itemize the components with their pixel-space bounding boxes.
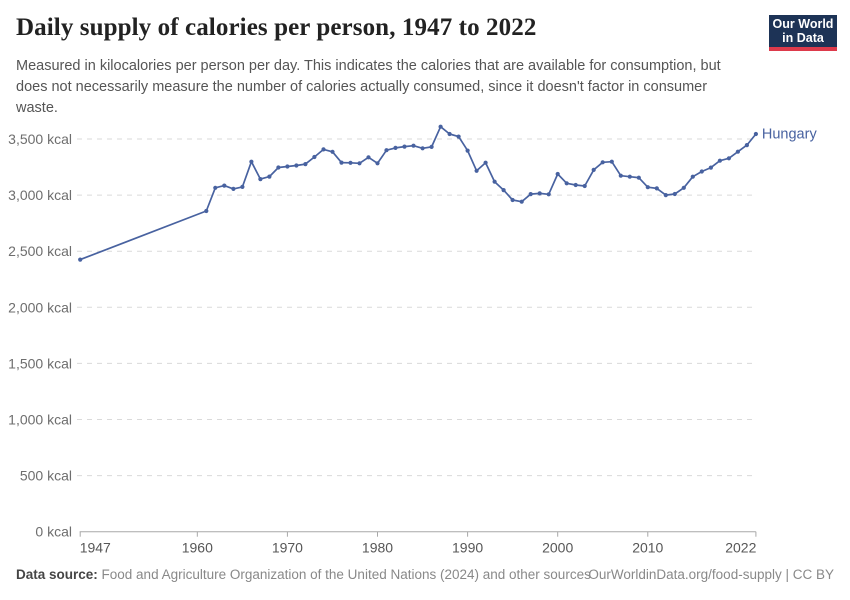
data-point[interactable] xyxy=(249,159,254,164)
chart-subtitle-line: does not necessarily measure the number … xyxy=(16,79,708,95)
y-axis-tick-label: 0 kcal xyxy=(35,524,72,540)
y-axis-tick-label: 1,000 kcal xyxy=(8,412,72,428)
x-axis-tick-label: 1990 xyxy=(452,540,483,556)
y-axis-tick-label: 500 kcal xyxy=(20,468,72,484)
data-point[interactable] xyxy=(735,149,741,154)
owid-logo-line2: in Data xyxy=(782,31,824,45)
x-axis-tick-label: 1947 xyxy=(80,540,111,556)
owid-logo-line1: Our World xyxy=(772,17,834,31)
data-point[interactable] xyxy=(267,174,272,179)
data-point[interactable] xyxy=(573,182,578,188)
x-axis-tick-label: 2022 xyxy=(725,540,756,556)
data-point[interactable] xyxy=(447,131,452,137)
data-point[interactable] xyxy=(303,162,308,167)
chart-title: Daily supply of calories per person, 194… xyxy=(16,14,537,41)
x-axis-tick-label: 1980 xyxy=(362,540,393,556)
chart-subtitle-line: waste. xyxy=(16,100,58,116)
x-axis-tick-label: 1970 xyxy=(272,540,303,556)
data-point[interactable] xyxy=(204,208,209,214)
y-axis-tick-label: 2,000 kcal xyxy=(8,299,72,315)
x-axis-tick-label: 2000 xyxy=(542,540,573,556)
data-point[interactable] xyxy=(411,143,416,148)
data-point[interactable] xyxy=(240,184,245,189)
data-point[interactable] xyxy=(546,192,551,197)
owid-license-link[interactable]: OurWorldinData.org/food-supply | CC BY xyxy=(588,567,834,582)
data-point[interactable] xyxy=(510,197,515,203)
data-point[interactable] xyxy=(321,147,326,152)
y-axis-tick-label: 3,000 kcal xyxy=(8,187,72,203)
data-point[interactable] xyxy=(483,160,488,165)
data-point[interactable] xyxy=(717,158,723,163)
data-point[interactable] xyxy=(681,185,686,190)
data-point[interactable] xyxy=(618,173,623,178)
data-point[interactable] xyxy=(636,175,641,180)
data-point[interactable] xyxy=(645,185,650,190)
data-point[interactable] xyxy=(285,164,290,169)
data-point[interactable] xyxy=(276,165,281,170)
data-point[interactable] xyxy=(213,185,218,190)
y-axis-tick-label: 1,500 kcal xyxy=(8,355,72,371)
data-point[interactable] xyxy=(699,169,704,174)
data-point[interactable] xyxy=(294,163,299,168)
data-point[interactable] xyxy=(339,160,344,165)
data-source-label: Data source: xyxy=(16,567,98,582)
chart-subtitle: Measured in kilocalories per person per … xyxy=(16,56,766,119)
data-point[interactable] xyxy=(492,179,497,184)
data-point[interactable] xyxy=(672,191,677,197)
data-point[interactable] xyxy=(402,144,407,149)
data-source-text: Food and Agriculture Organization of the… xyxy=(97,567,591,582)
data-point[interactable] xyxy=(708,165,714,170)
data-point[interactable] xyxy=(627,174,632,179)
data-point[interactable] xyxy=(312,154,317,160)
chart-subtitle-line: Measured in kilocalories per person per … xyxy=(16,58,721,74)
data-source-note: Data source: Food and Agriculture Organi… xyxy=(16,567,591,582)
data-point[interactable] xyxy=(393,145,398,150)
data-point[interactable] xyxy=(456,134,461,139)
data-line-hungary[interactable] xyxy=(79,125,757,261)
data-point[interactable] xyxy=(375,161,380,166)
y-axis-tick-label: 3,500 kcal xyxy=(8,131,72,147)
data-point[interactable] xyxy=(753,131,759,137)
data-point[interactable] xyxy=(222,183,227,188)
y-axis-tick-label: 2,500 kcal xyxy=(8,243,72,259)
data-point[interactable] xyxy=(690,174,695,179)
data-point[interactable] xyxy=(465,148,470,153)
data-point[interactable] xyxy=(357,161,362,166)
data-point[interactable] xyxy=(429,144,434,149)
x-axis-tick-label: 2010 xyxy=(632,540,663,556)
data-point[interactable] xyxy=(420,146,425,151)
data-point[interactable] xyxy=(654,186,659,191)
data-point[interactable] xyxy=(537,191,542,196)
data-point[interactable] xyxy=(438,124,443,129)
data-point[interactable] xyxy=(231,186,236,191)
data-point[interactable] xyxy=(582,183,587,189)
data-point[interactable] xyxy=(555,171,560,177)
data-point[interactable] xyxy=(78,257,83,262)
data-point[interactable] xyxy=(348,160,353,165)
data-point[interactable] xyxy=(501,188,506,193)
data-point[interactable] xyxy=(609,159,614,164)
data-point[interactable] xyxy=(330,149,335,154)
data-point[interactable] xyxy=(726,156,732,161)
owid-logo: Our World in Data xyxy=(769,15,837,51)
data-point[interactable] xyxy=(474,168,479,173)
data-point[interactable] xyxy=(564,181,569,186)
data-point[interactable] xyxy=(591,167,596,172)
data-point[interactable] xyxy=(663,193,668,198)
data-point[interactable] xyxy=(519,199,524,204)
data-point[interactable] xyxy=(258,177,263,182)
data-point[interactable] xyxy=(528,192,533,197)
data-point[interactable] xyxy=(366,155,371,160)
data-point[interactable] xyxy=(384,148,389,153)
x-axis-tick-label: 1960 xyxy=(182,540,213,556)
data-point[interactable] xyxy=(744,143,750,148)
data-point[interactable] xyxy=(600,160,605,165)
entity-label-hungary: Hungary xyxy=(762,126,818,142)
